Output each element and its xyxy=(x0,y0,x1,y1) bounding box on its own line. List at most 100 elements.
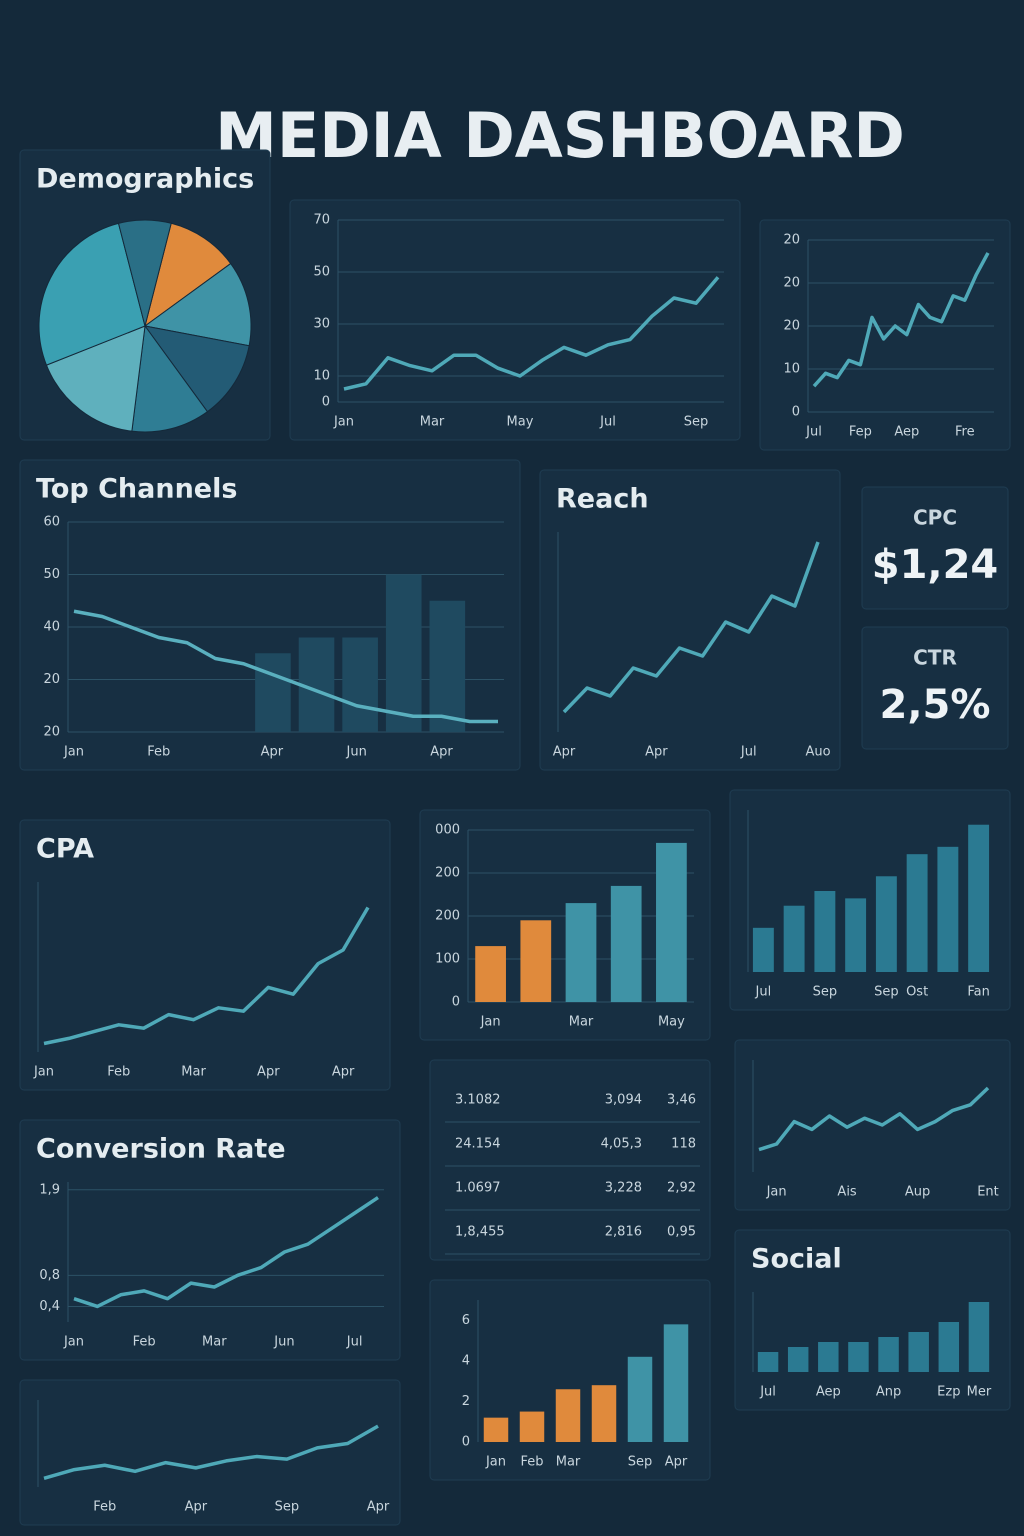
line-series xyxy=(43,1424,379,1480)
x-tick-label: Jun xyxy=(346,745,367,760)
bar xyxy=(342,637,378,732)
x-tick-label: Apr xyxy=(261,745,284,760)
y-tick-label: 200 xyxy=(435,866,460,881)
line-series xyxy=(812,252,990,388)
x-tick-label: Ezp xyxy=(937,1385,960,1400)
bar xyxy=(555,1389,581,1442)
x-tick-label: Jul xyxy=(740,745,757,760)
panel xyxy=(19,1119,401,1361)
y-tick-label: 0 xyxy=(792,405,800,420)
x-tick-label: Feb xyxy=(133,1335,156,1350)
x-tick-label: Apr xyxy=(645,745,668,760)
x-tick-label: Mar xyxy=(569,1015,594,1030)
x-tick-label: Apr xyxy=(367,1500,390,1515)
table-cell: 118 xyxy=(671,1137,696,1152)
bar xyxy=(565,903,597,1002)
x-tick-label: Feb xyxy=(93,1500,116,1515)
y-tick-label: 2 xyxy=(462,1394,470,1409)
pie-slice xyxy=(38,222,146,366)
x-tick-label: Feb xyxy=(107,1065,130,1080)
panel xyxy=(19,819,391,1091)
x-tick-label: May xyxy=(658,1015,685,1030)
x-tick-label: Jan xyxy=(766,1185,787,1200)
table-cell: 2,816 xyxy=(605,1225,642,1240)
dashboard-title: MEDIA DASHBOARD xyxy=(215,99,905,172)
x-tick-label: Mar xyxy=(420,415,445,430)
x-tick-label: May xyxy=(507,415,534,430)
bar xyxy=(627,1356,653,1442)
bar xyxy=(483,1417,509,1442)
bar xyxy=(938,1322,960,1372)
x-tick-label: Jul xyxy=(346,1335,363,1350)
bar xyxy=(908,1332,929,1372)
x-tick-label: Mer xyxy=(967,1385,992,1400)
x-tick-label: Feb xyxy=(520,1455,543,1470)
y-tick-label: 0,8 xyxy=(39,1268,60,1283)
y-tick-label: 000 xyxy=(435,823,460,838)
bar xyxy=(610,885,642,1002)
bar xyxy=(968,824,990,972)
x-tick-label: Fep xyxy=(849,425,872,440)
line-series xyxy=(43,906,370,1046)
bar xyxy=(255,653,291,732)
y-tick-label: 40 xyxy=(43,620,60,635)
y-tick-label: 20 xyxy=(783,233,800,248)
pie-slice xyxy=(144,222,232,328)
kpi-label: CTR xyxy=(913,646,957,670)
table-cell: 2,92 xyxy=(667,1181,696,1196)
x-tick-label: Ais xyxy=(837,1185,857,1200)
pie-slice xyxy=(131,324,209,433)
y-tick-label: 1,9 xyxy=(39,1182,60,1197)
x-tick-label: Sep xyxy=(275,1500,300,1515)
table-cell: 3.1082 xyxy=(455,1093,501,1108)
y-tick-label: 30 xyxy=(313,317,330,332)
bar xyxy=(787,1347,809,1372)
line-series xyxy=(73,1196,379,1309)
panel-title: CPA xyxy=(36,834,94,865)
panel xyxy=(729,789,1011,1011)
bar xyxy=(906,854,928,972)
bar xyxy=(591,1385,617,1442)
y-tick-label: 4 xyxy=(462,1353,470,1368)
bar xyxy=(968,1302,990,1372)
x-tick-label: Auo xyxy=(805,745,830,760)
x-tick-label: Aep xyxy=(894,425,919,440)
x-tick-label: Sep xyxy=(684,415,709,430)
y-tick-label: 0,4 xyxy=(39,1299,60,1314)
x-tick-label: Jan xyxy=(63,745,84,760)
kpi-label: CPC xyxy=(913,506,957,530)
y-tick-label: 20 xyxy=(783,319,800,334)
y-tick-label: 0 xyxy=(322,395,330,410)
y-tick-label: 200 xyxy=(435,909,460,924)
table-cell: 3,228 xyxy=(605,1181,642,1196)
y-tick-label: 50 xyxy=(313,265,330,280)
bar xyxy=(937,846,959,972)
y-tick-label: 70 xyxy=(313,213,330,228)
pie-slice xyxy=(117,219,172,327)
x-tick-label: Apr xyxy=(332,1065,355,1080)
pie-slice xyxy=(45,325,146,432)
x-tick-label: Anp xyxy=(876,1385,901,1400)
x-tick-label: Jul xyxy=(599,415,616,430)
x-tick-label: Jul xyxy=(805,425,822,440)
y-tick-label: 0 xyxy=(462,1435,470,1450)
x-tick-label: Jul xyxy=(759,1385,776,1400)
line-series xyxy=(343,276,720,391)
bar xyxy=(814,891,836,972)
x-tick-label: Jul xyxy=(755,985,772,1000)
kpi-value: 2,5% xyxy=(880,682,991,728)
y-tick-label: 6 xyxy=(462,1313,470,1328)
line-series xyxy=(758,1086,990,1152)
y-tick-label: 60 xyxy=(43,515,60,530)
x-tick-label: Mar xyxy=(556,1455,581,1470)
x-tick-label: Jan xyxy=(63,1335,84,1350)
bar xyxy=(429,600,466,732)
panel-title: Social xyxy=(751,1244,842,1275)
bar xyxy=(878,1337,899,1372)
panel xyxy=(734,1039,1011,1211)
x-tick-label: Fan xyxy=(967,985,990,1000)
panel xyxy=(539,469,841,771)
x-tick-label: Jan xyxy=(33,1065,54,1080)
bar xyxy=(520,920,552,1002)
